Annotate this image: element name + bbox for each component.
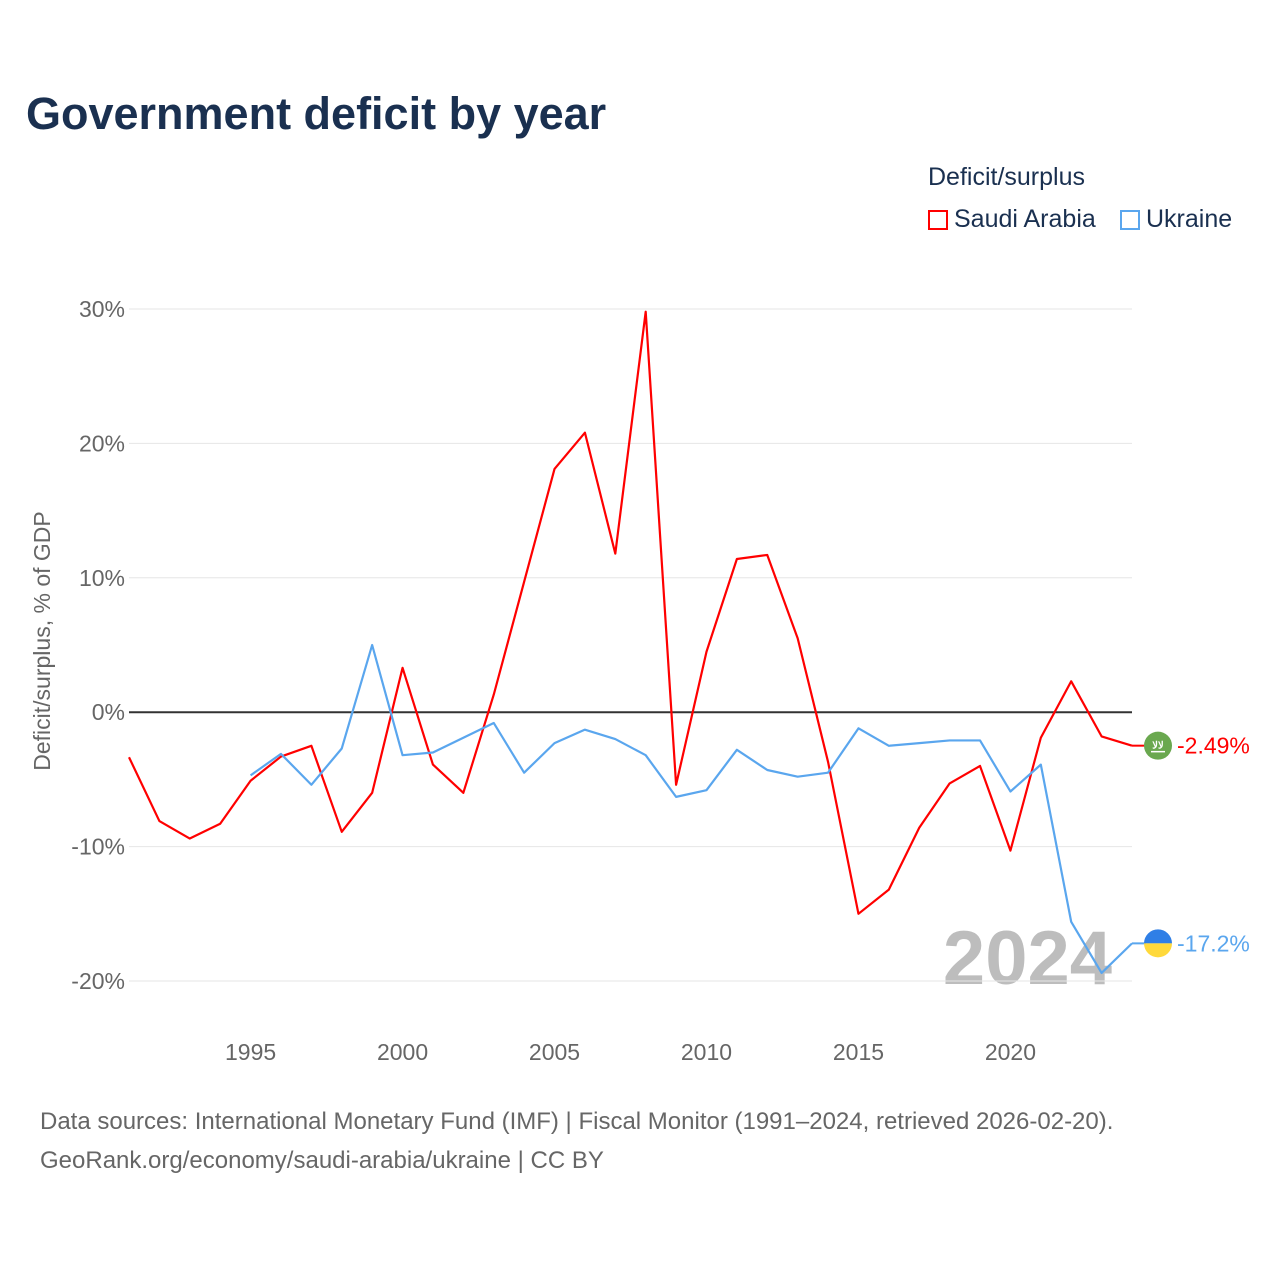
y-tick-label: 0% (92, 699, 125, 725)
x-tick-label: 2000 (377, 1039, 428, 1065)
series-line-saudi-arabia (128, 310, 1133, 915)
y-tick-label: 20% (79, 430, 125, 456)
year-watermark: 2024 (943, 916, 1112, 1001)
legend-item-ukraine[interactable]: Ukraine (1120, 205, 1232, 234)
footer-link[interactable]: GeoRank.org/economy/saudi-arabia/ukraine… (40, 1147, 604, 1174)
legend-label: Saudi Arabia (954, 205, 1096, 233)
end-value-label: -2.49% (1177, 733, 1250, 759)
legend-item-saudi-arabia[interactable]: Saudi Arabia (928, 205, 1096, 234)
x-tick-label: 2010 (681, 1039, 732, 1065)
legend-swatch-ukraine (1120, 209, 1140, 230)
x-tick-label: 2005 (529, 1039, 580, 1065)
y-tick-label: -10% (71, 834, 125, 860)
y-tick-label: 30% (79, 296, 125, 322)
footer-sources: Data sources: International Monetary Fun… (40, 1108, 1114, 1135)
x-tick-label: 2015 (833, 1039, 884, 1065)
ukraine-flag-icon-bottom (1144, 943, 1172, 958)
legend-swatch-saudi-arabia (928, 209, 948, 230)
chart-title: Government deficit by year (26, 88, 607, 139)
x-tick-label: 1995 (225, 1039, 276, 1065)
series-line-ukraine (249, 643, 1133, 975)
y-tick-label: -20% (71, 968, 125, 994)
flag-glyph: ﻻﻻ (1152, 741, 1163, 752)
end-value-label: -17.2% (1177, 930, 1250, 956)
legend-label: Ukraine (1146, 205, 1233, 233)
legend-title: Deficit/surplus (928, 163, 1085, 191)
y-axis-label: Deficit/surplus, % of GDP (29, 511, 55, 770)
ukraine-flag-icon-top (1144, 929, 1172, 944)
x-tick-label: 2020 (985, 1039, 1036, 1065)
y-tick-label: 10% (79, 565, 125, 591)
saudi-arabia-flag-icon (1144, 731, 1172, 760)
